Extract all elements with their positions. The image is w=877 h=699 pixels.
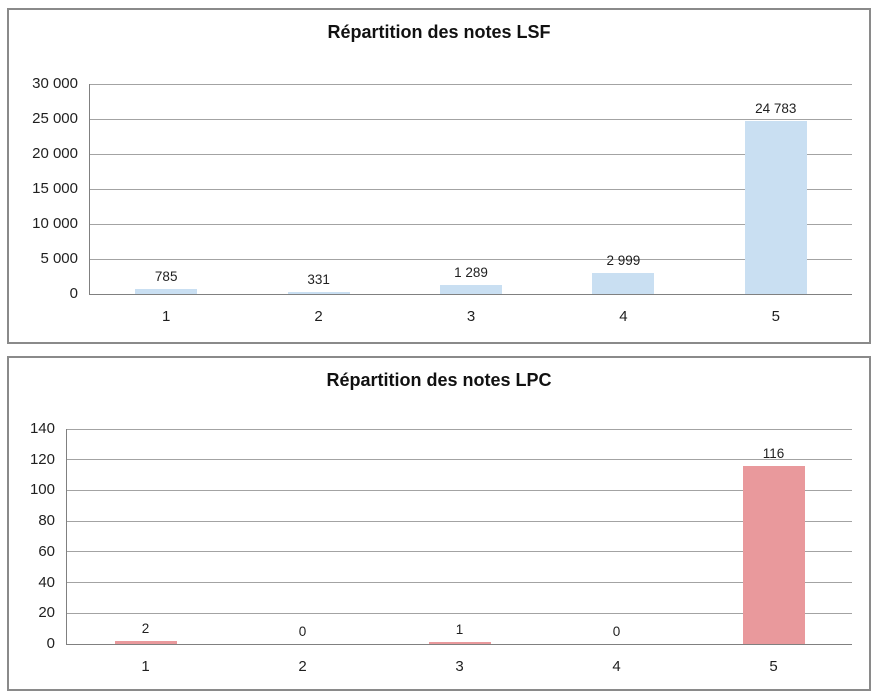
gridline xyxy=(90,258,852,260)
bar-category-5 xyxy=(744,120,807,294)
y-axis-tick-label: 30 000 xyxy=(32,75,78,92)
lsf-chart-title: Répartition des notes LSF xyxy=(327,22,551,42)
y-axis-tick-label: 0 xyxy=(69,285,78,302)
x-axis-tick-label: 3 xyxy=(466,308,476,325)
bar-value-label: 0 xyxy=(612,624,621,639)
y-axis-tick-label: 20 000 xyxy=(32,145,78,162)
x-axis-tick-label: 5 xyxy=(769,658,778,675)
gridline xyxy=(67,582,852,584)
gridline xyxy=(90,223,852,225)
bar-category-3 xyxy=(428,642,491,644)
gridline xyxy=(67,551,852,553)
lpc-plot-area: 0 20 40 60 80 100 120 140 2 1 0 2 1 3 0 4 116 5 xyxy=(30,420,852,675)
y-axis-tick-label: 40 xyxy=(38,573,55,591)
y-axis-tick-label: 0 xyxy=(46,635,55,652)
gridline xyxy=(90,118,852,120)
bar-category-1 xyxy=(114,640,177,644)
y-axis-tick-label: 80 xyxy=(38,512,55,530)
bar-category-1 xyxy=(135,288,198,294)
x-axis-tick-label: 2 xyxy=(314,308,323,325)
y-axis-tick-label: 25 000 xyxy=(32,110,78,127)
gridline xyxy=(67,489,852,491)
y-axis-tick-label: 20 xyxy=(38,604,55,622)
bar-category-2 xyxy=(287,291,350,294)
y-axis-tick-label: 15 000 xyxy=(32,180,78,197)
y-axis-tick-label: 5 000 xyxy=(40,250,78,267)
x-axis-tick-label: 4 xyxy=(619,308,628,325)
bar-value-label: 1 xyxy=(455,622,464,638)
gridline xyxy=(67,459,852,461)
bar-value-label: 2 xyxy=(141,620,150,636)
x-axis-tick-label: 1 xyxy=(162,308,171,325)
gridline xyxy=(67,520,852,522)
gridline xyxy=(90,153,852,155)
bar-value-label: 331 xyxy=(307,271,330,287)
gridline xyxy=(90,188,852,190)
lpc-chart-title: Répartition des notes LPC xyxy=(326,370,552,390)
x-axis-tick-label: 5 xyxy=(771,308,780,325)
bar-value-label: 24 783 xyxy=(755,100,797,116)
bar-value-label: 116 xyxy=(762,445,785,461)
x-axis-tick-label: 1 xyxy=(141,658,150,675)
lsf-plot-area: 0 5 000 10 000 15 000 20 000 25 000 30 000 785 1… xyxy=(32,75,852,325)
bar-value-label: 2 999 xyxy=(606,253,641,269)
y-axis-tick-label: 120 xyxy=(29,450,55,468)
bar-category-4 xyxy=(592,273,655,294)
x-axis-tick-label: 4 xyxy=(612,658,621,675)
bar-category-5 xyxy=(742,465,805,644)
x-axis-tick-label: 3 xyxy=(455,658,464,675)
x-axis-tick-label: 2 xyxy=(298,658,307,675)
bar-value-label: 1 289 xyxy=(454,264,488,280)
gridline xyxy=(67,428,852,430)
bar-value-label: 0 xyxy=(298,624,307,639)
y-axis-tick-label: 140 xyxy=(29,420,55,437)
y-axis-tick-label: 100 xyxy=(29,481,55,499)
y-axis-tick-label: 10 000 xyxy=(32,215,78,232)
bar-value-label: 785 xyxy=(154,268,178,284)
lpc-chart-panel[interactable]: Répartition des notes LPC 0 20 40 60 80 100 12… xyxy=(7,356,871,691)
bar-category-3 xyxy=(440,284,502,294)
gridline xyxy=(90,83,852,85)
y-axis-tick-label: 60 xyxy=(38,542,55,560)
gridline xyxy=(67,612,852,614)
